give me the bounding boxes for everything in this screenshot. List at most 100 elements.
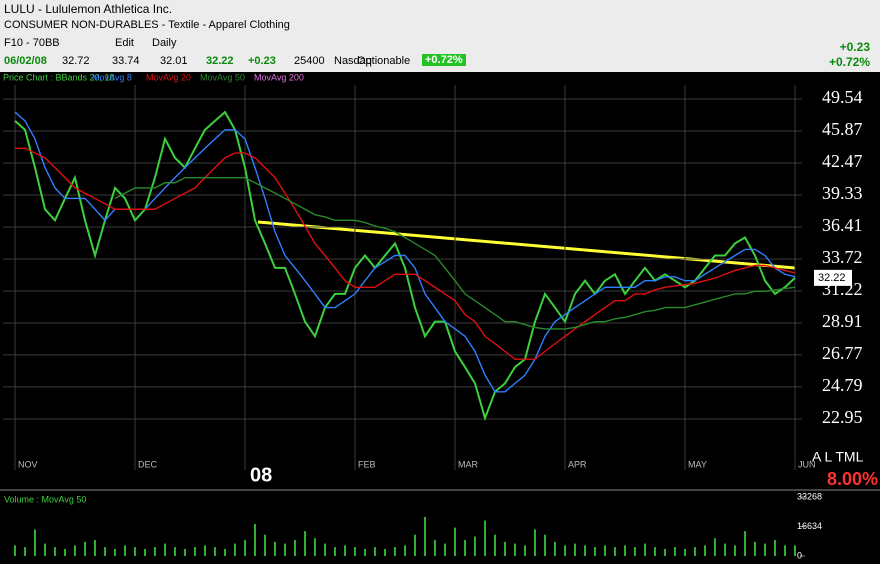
- volume-bar: [524, 545, 526, 556]
- volume-bar: [324, 543, 326, 556]
- volume-bar: [174, 547, 176, 556]
- volume-bar: [44, 543, 46, 556]
- volume-bar: [544, 534, 546, 556]
- quote-high: 33.74: [112, 55, 140, 67]
- x-tick-label: MAY: [688, 459, 707, 469]
- volume-bar: [444, 543, 446, 556]
- volume-bar: [694, 547, 696, 556]
- volume-bar: [124, 545, 126, 556]
- toolbar-button[interactable]: F10 - 70BB: [4, 37, 60, 49]
- x-tick-label: DEC: [138, 459, 158, 469]
- quote-optionable: Optionable: [357, 55, 411, 67]
- volume-bar: [354, 547, 356, 556]
- trend-line: [257, 220, 796, 270]
- volume-bar: [434, 540, 436, 556]
- volume-bar: [664, 548, 666, 556]
- y-tick-label: 24.79: [822, 375, 863, 395]
- volume-bar: [714, 538, 716, 556]
- series-line: [15, 147, 796, 360]
- volume-bar: [734, 545, 736, 556]
- right-change: +0.23: [839, 40, 870, 54]
- volume-bar: [374, 547, 376, 556]
- volume-bar: [274, 541, 276, 556]
- volume-bar: [344, 545, 346, 556]
- quote-change: +0.23: [248, 55, 276, 67]
- industry: CONSUMER NON-DURABLES - Textile - Appare…: [4, 19, 290, 31]
- volume-bar: [574, 543, 576, 556]
- volume-bar: [584, 545, 586, 556]
- volume-bar: [194, 547, 196, 556]
- symbol-title: LULU - Lululemon Athletica Inc.: [4, 2, 173, 16]
- volume-bar: [414, 534, 416, 556]
- x-tick-label: NOV: [18, 459, 38, 469]
- y-tick-label: 36.41: [822, 215, 863, 235]
- y-tick-label: 22.95: [822, 407, 863, 427]
- y-tick-label: 26.77: [822, 343, 863, 363]
- quote-change-pct: +0.72%: [422, 54, 466, 66]
- volume-bar: [104, 547, 106, 556]
- volume-bar: [144, 548, 146, 556]
- legend-entry: MovAvg 200: [254, 72, 304, 82]
- volume-bar: [634, 547, 636, 556]
- volume-bar: [484, 520, 486, 556]
- volume-bar: [254, 524, 256, 556]
- volume-bar: [604, 545, 606, 556]
- legend-label: Price Chart : BBands 20, 18: [3, 72, 115, 82]
- price-tag: 32.22: [818, 272, 846, 284]
- volume-bar: [674, 547, 676, 556]
- volume-bar: [364, 548, 366, 556]
- volume-bar: [384, 548, 386, 556]
- volume-bar: [504, 541, 506, 556]
- quote-close: 32.22: [206, 55, 234, 67]
- volume-bar: [234, 543, 236, 556]
- legend-entry: MovAvg 20: [146, 72, 191, 82]
- volume-bar: [744, 531, 746, 556]
- volume-bar: [304, 531, 306, 556]
- volume-bar: [84, 541, 86, 556]
- y2-tick-label: 0: [797, 550, 802, 560]
- volume-bar: [294, 540, 296, 556]
- volume-bar: [164, 543, 166, 556]
- volume-bar: [154, 547, 156, 556]
- x-tick-label: JUN: [798, 459, 816, 469]
- series-line: [114, 176, 796, 330]
- toolbar-button[interactable]: Edit: [115, 37, 134, 49]
- y-tick-label: 49.54: [822, 87, 863, 107]
- volume-bar: [404, 545, 406, 556]
- series-line: [14, 111, 796, 393]
- volume-bar: [724, 543, 726, 556]
- y-tick-label: 33.72: [822, 247, 863, 267]
- volume-bar: [54, 547, 56, 556]
- volume-bar: [224, 548, 226, 556]
- volume-bar: [784, 545, 786, 556]
- volume-bar: [654, 547, 656, 556]
- legend-entry: MovAvg 50: [200, 72, 245, 82]
- volume-bar: [494, 534, 496, 556]
- volume-bar: [754, 541, 756, 556]
- volume-bar: [14, 545, 16, 556]
- volume-bar: [614, 547, 616, 556]
- volume-bar: [594, 547, 596, 556]
- volume-bar: [554, 541, 556, 556]
- volume-bar: [534, 529, 536, 556]
- volume-bar: [204, 545, 206, 556]
- volume-bar: [264, 534, 266, 556]
- toolbar-button[interactable]: Daily: [152, 37, 177, 49]
- volume-bar: [684, 548, 686, 556]
- x-tick-label: APR: [568, 459, 587, 469]
- volume-bar: [774, 540, 776, 556]
- volume-bar: [134, 547, 136, 556]
- legend-entry: MovAvg 8: [92, 72, 132, 82]
- volume-bar: [244, 540, 246, 556]
- series-line: [14, 110, 796, 422]
- x-tick-label: FEB: [358, 459, 376, 469]
- y2-tick-label: 16634: [797, 521, 822, 531]
- plot-layer: 22.9524.7926.7728.9131.2233.7236.4139.33…: [3, 72, 863, 560]
- volume-bar: [24, 547, 26, 556]
- quote-low: 32.01: [160, 55, 188, 67]
- volume-bar: [394, 547, 396, 556]
- volume-bar: [74, 545, 76, 556]
- y-tick-label: 45.87: [822, 119, 863, 139]
- volume-bar: [454, 527, 456, 556]
